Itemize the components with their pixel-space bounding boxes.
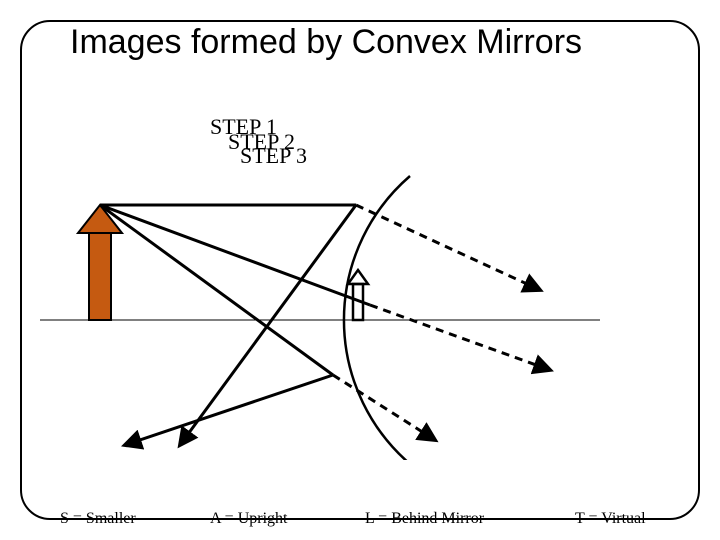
salt-s: S = Smaller <box>60 510 136 528</box>
step-3-label: STEP 3 <box>240 147 307 166</box>
ray-step3-reflected <box>125 375 333 445</box>
salt-t: T = Virtual <box>575 510 646 528</box>
ray-step3-virtual <box>333 375 435 440</box>
ray-step3-incident <box>100 205 333 375</box>
ray-step2-incident <box>100 205 370 305</box>
salt-l: L = Behind Mirror <box>365 510 484 528</box>
step-labels: STEP 1 STEP 2 STEP 3 <box>210 118 277 174</box>
object-arrow <box>78 205 122 320</box>
salt-a: A = Upright <box>210 510 287 528</box>
ray-diagram <box>40 170 680 460</box>
ray-step2-virtual <box>370 305 550 370</box>
ray-normal <box>180 205 356 445</box>
slide-title: Images formed by Convex Mirrors <box>70 24 630 61</box>
image-arrow <box>348 270 368 320</box>
slide-container: Images formed by Convex Mirrors STEP 1 S… <box>0 0 720 540</box>
ray-step1-virtual <box>356 205 540 290</box>
